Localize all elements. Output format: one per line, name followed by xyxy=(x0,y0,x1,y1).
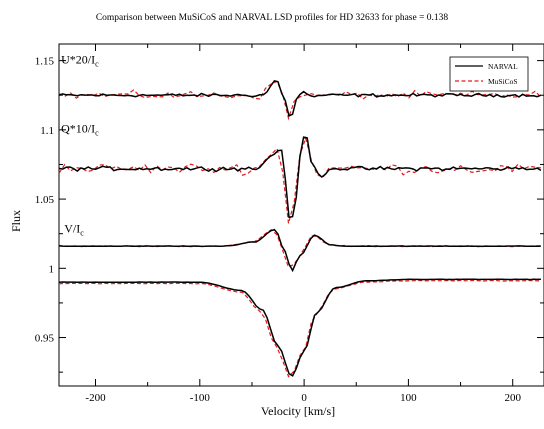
legend-box xyxy=(449,56,529,92)
series-narval-1 xyxy=(58,136,542,219)
x-tick-label: 200 xyxy=(504,392,521,404)
x-tick-label: -100 xyxy=(190,392,211,404)
chart-title: Comparison between MuSiCoS and NARVAL LS… xyxy=(96,12,449,23)
panel-label-sub: c xyxy=(80,228,84,237)
series-musicos-3 xyxy=(58,279,541,378)
y-tick-label: 1.05 xyxy=(35,194,55,206)
panel-label: Q*10/Ic xyxy=(61,122,99,138)
series-narval-0 xyxy=(58,79,542,117)
x-tick-label: 100 xyxy=(400,392,417,404)
legend-label-narval: NARVAL xyxy=(488,62,518,71)
series-musicos-0 xyxy=(58,80,542,121)
y-axis-label: Flux xyxy=(9,210,23,232)
series-musicos-2 xyxy=(59,229,541,269)
series-narval-2 xyxy=(58,228,541,273)
series-narval-3 xyxy=(58,278,541,377)
series-musicos-1 xyxy=(58,136,541,224)
legend: NARVAL MuSiCoS xyxy=(449,56,529,92)
panel-label-main: U*20/I xyxy=(61,52,95,66)
y-tick-label: 0.95 xyxy=(35,333,55,345)
y-tick-label: 1.15 xyxy=(35,56,55,68)
panel-label-main: Q*10/I xyxy=(61,122,95,136)
panel-labels: U*20/IcQ*10/IcV/Ic xyxy=(61,52,99,237)
series-layer xyxy=(58,79,542,378)
panel-label-main: V/I xyxy=(64,221,80,235)
panel-label-sub: c xyxy=(95,129,99,138)
x-tick-label: 0 xyxy=(301,392,307,404)
x-tick-label: -200 xyxy=(85,392,106,404)
y-tick-label: 1.1 xyxy=(40,125,54,137)
x-axis-label: Velocity [km/s] xyxy=(261,404,335,418)
plot-frame xyxy=(58,43,544,387)
legend-label-musicos: MuSiCoS xyxy=(488,77,518,86)
panel-label: U*20/Ic xyxy=(61,52,99,68)
y-tick-label: 1 xyxy=(49,263,55,275)
panel-label-sub: c xyxy=(95,59,99,68)
axis-ticks: -200 -100 0 100 200 0.95 1 1.05 1.1 1.15 xyxy=(35,44,544,404)
panel-label: V/Ic xyxy=(64,221,84,237)
